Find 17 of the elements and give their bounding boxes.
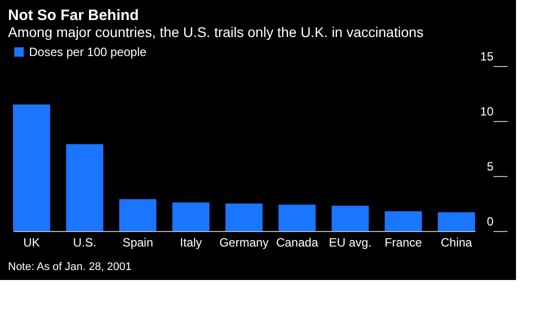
y-tick-label: 0	[486, 214, 494, 228]
x-tick-label: China	[440, 236, 472, 250]
x-tick-label: Italy	[180, 236, 202, 250]
x-tick-label: UK	[23, 236, 40, 250]
x-tick-label: EU avg.	[328, 236, 372, 250]
y-tick-label: 5	[486, 160, 494, 174]
text: Note: As of Jan. 28, 2001	[8, 261, 132, 273]
x-tick-label: Canada	[276, 236, 318, 250]
chart-title: Not So Far Behind	[8, 7, 139, 24]
x-tick-label: France	[384, 236, 422, 250]
x-tick-label: Germany	[219, 236, 269, 250]
chart-subtitle: Among major countries, the U.S. trails only the U.K. in vaccinations	[8, 24, 424, 40]
x-tick-label: U.S.	[73, 236, 96, 250]
legend-label: Doses per 100 people	[29, 45, 147, 59]
y-tick-label: 10	[480, 104, 494, 118]
y-tick-label: 15	[480, 50, 494, 64]
x-tick-label: Spain	[122, 236, 154, 250]
